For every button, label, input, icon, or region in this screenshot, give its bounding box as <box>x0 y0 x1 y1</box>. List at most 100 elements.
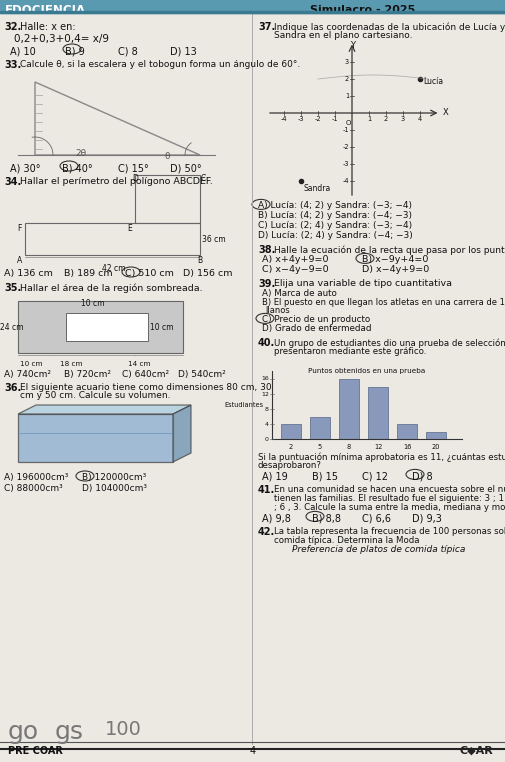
Text: -3: -3 <box>342 161 348 167</box>
Text: Sandra: Sandra <box>304 184 331 193</box>
Text: Si la puntuación mínima aprobatoria es 11, ¿cuántas estudiantes desaprobaron?: Si la puntuación mínima aprobatoria es 1… <box>258 453 505 462</box>
Text: C◆AR: C◆AR <box>459 746 493 756</box>
Bar <box>425 432 445 440</box>
Text: 34.: 34. <box>4 177 21 187</box>
Text: 4: 4 <box>249 746 256 756</box>
Text: EDOCIENCIA: EDOCIENCIA <box>5 4 86 17</box>
Text: B) x−9y+4=0: B) x−9y+4=0 <box>361 255 428 264</box>
Text: C) 8: C) 8 <box>118 46 137 56</box>
Text: 18 cm: 18 cm <box>60 361 82 367</box>
Text: C) x−4y−9=0: C) x−4y−9=0 <box>262 265 328 274</box>
Text: 4: 4 <box>265 422 269 427</box>
Text: D) 540cm²: D) 540cm² <box>178 370 225 379</box>
Text: Indique las coordenadas de la ubicación de Lucía y: Indique las coordenadas de la ubicación … <box>274 22 504 31</box>
Text: A) 9,8: A) 9,8 <box>262 514 290 523</box>
Text: 38.: 38. <box>258 245 275 255</box>
Text: C) 510 cm: C) 510 cm <box>125 269 174 278</box>
Text: D) 8: D) 8 <box>411 472 432 482</box>
Text: Halle la ecuación de la recta que pasa por los puntos A(−1;2) y B(7;4): Halle la ecuación de la recta que pasa p… <box>274 245 505 255</box>
Text: En una comunidad se hacen una encuesta sobre el número de hijos que: En una comunidad se hacen una encuesta s… <box>274 485 505 495</box>
Text: 0,2+0,3+0,4= x/9: 0,2+0,3+0,4= x/9 <box>14 34 109 44</box>
Text: D) 104000cm³: D) 104000cm³ <box>82 484 147 493</box>
Text: D) Grado de enfermedad: D) Grado de enfermedad <box>262 325 371 334</box>
Text: 8: 8 <box>346 444 350 450</box>
Text: D) 9,3: D) 9,3 <box>411 514 441 523</box>
Text: 24 cm: 24 cm <box>0 322 23 331</box>
Text: C) Lucía: (2; 4) y Sandra: (−3; −4): C) Lucía: (2; 4) y Sandra: (−3; −4) <box>258 222 411 230</box>
Text: A) x+4y+9=0: A) x+4y+9=0 <box>262 255 328 264</box>
Text: θ: θ <box>165 152 170 161</box>
Text: 32.: 32. <box>4 22 21 32</box>
Text: B) 120000cm³: B) 120000cm³ <box>82 473 146 482</box>
Text: B: B <box>196 256 201 265</box>
Text: 2θ: 2θ <box>75 149 86 158</box>
Text: 14 cm: 14 cm <box>128 361 150 367</box>
Text: 33.: 33. <box>4 60 21 70</box>
Text: 39.: 39. <box>258 280 275 290</box>
Text: B) 15: B) 15 <box>312 472 337 482</box>
Text: D) 13: D) 13 <box>170 46 196 56</box>
Text: B) 720cm²: B) 720cm² <box>64 370 111 379</box>
Bar <box>310 417 329 440</box>
Bar <box>396 424 416 440</box>
Bar <box>135 175 199 223</box>
Text: La tabla representa la frecuencia de 100 personas sobre platos de: La tabla representa la frecuencia de 100… <box>274 527 505 536</box>
Text: 37.: 37. <box>258 22 275 32</box>
Text: A) 10: A) 10 <box>10 46 36 56</box>
Text: 42.: 42. <box>258 527 275 537</box>
Text: D) 50°: D) 50° <box>170 163 201 173</box>
Text: C) 15°: C) 15° <box>118 163 148 173</box>
Bar <box>66 313 147 341</box>
Text: F: F <box>17 224 21 233</box>
Text: comida típica. Determina la Moda: comida típica. Determina la Moda <box>274 536 419 546</box>
Text: -2: -2 <box>314 116 321 122</box>
Text: 40.: 40. <box>258 338 275 348</box>
Text: -2: -2 <box>342 144 348 150</box>
Text: O: O <box>345 120 350 126</box>
Text: Hallar el área de la región sombreada.: Hallar el área de la región sombreada. <box>20 283 202 293</box>
Text: 3: 3 <box>400 116 405 122</box>
Text: 41.: 41. <box>258 485 275 495</box>
Text: Y: Y <box>350 40 355 50</box>
Text: 10 cm: 10 cm <box>149 322 173 331</box>
Text: 10 cm: 10 cm <box>20 361 42 367</box>
Text: C) 6,6: C) 6,6 <box>361 514 390 523</box>
Text: 12: 12 <box>373 444 381 450</box>
Text: cm y 50 cm. Calcule su volumen.: cm y 50 cm. Calcule su volumen. <box>20 391 170 400</box>
Text: 16: 16 <box>261 376 269 382</box>
Text: A) Marca de auto: A) Marca de auto <box>262 290 336 299</box>
Text: 16: 16 <box>402 444 411 450</box>
Text: 2: 2 <box>288 444 292 450</box>
Bar <box>18 301 183 353</box>
Text: 1: 1 <box>344 93 348 99</box>
Text: B) El puesto en que llegan los atletas en una carrera de 100 metros: B) El puesto en que llegan los atletas e… <box>262 299 505 307</box>
Bar <box>18 414 173 462</box>
Text: -1: -1 <box>331 116 337 122</box>
Bar <box>367 386 387 440</box>
Text: -4: -4 <box>280 116 287 122</box>
Text: A) 19: A) 19 <box>262 472 287 482</box>
Text: llanos: llanos <box>265 306 289 315</box>
Text: 2: 2 <box>344 76 348 82</box>
Text: 42 cm: 42 cm <box>103 264 126 273</box>
Text: Elija una variable de tipo cuantitativa: Elija una variable de tipo cuantitativa <box>274 280 451 288</box>
Text: B) 189 cm: B) 189 cm <box>64 269 113 278</box>
Text: C) 640cm²: C) 640cm² <box>122 370 169 379</box>
Text: gs: gs <box>55 720 84 744</box>
Text: 12: 12 <box>261 392 269 396</box>
Text: -4: -4 <box>342 178 348 184</box>
Text: Preferencia de platos de comida típica: Preferencia de platos de comida típica <box>291 546 465 555</box>
Text: A) 740cm²: A) 740cm² <box>4 370 51 379</box>
Text: tienen las familias. El resultado fue el siguiente: 3 ; 1 ; 1 , 0 ; 5 ; ② ; 3 ; : tienen las familias. El resultado fue el… <box>274 495 505 504</box>
Text: ; 6 , 3. Calcule la suma entre la media, mediana y moda: ; 6 , 3. Calcule la suma entre la media,… <box>274 504 505 512</box>
Text: presentaron mediante este gráfico.: presentaron mediante este gráfico. <box>274 347 426 357</box>
Text: PRE COAR: PRE COAR <box>8 746 63 756</box>
Text: El siguiente acuario tiene como dimensiones 80 cm, 30: El siguiente acuario tiene como dimensio… <box>20 383 271 392</box>
Text: 36 cm: 36 cm <box>201 235 225 244</box>
Text: go: go <box>8 720 39 744</box>
Text: D) x−4y+9=0: D) x−4y+9=0 <box>361 265 428 274</box>
Text: C) Precio de un producto: C) Precio de un producto <box>262 315 370 325</box>
Polygon shape <box>18 405 190 414</box>
Text: A: A <box>17 256 22 265</box>
Text: Calcule θ, si la escalera y el tobogun forma un ángulo de 60°.: Calcule θ, si la escalera y el tobogun f… <box>20 60 299 69</box>
